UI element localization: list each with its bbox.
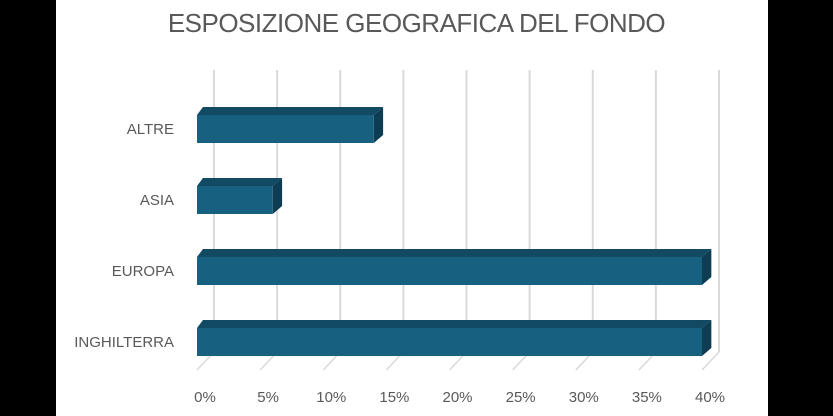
bar-europa <box>197 249 712 285</box>
x-tick-label: 35% <box>632 389 662 406</box>
y-category-label: ALTRE <box>127 121 174 138</box>
x-tick-label: 30% <box>569 389 599 406</box>
x-tick-label: 40% <box>695 389 725 406</box>
x-tick-label: 10% <box>316 389 346 406</box>
bar-altre <box>197 107 384 143</box>
y-category-label: EUROPA <box>112 263 174 280</box>
x-tick-label: 20% <box>442 389 472 406</box>
chart-title: ESPOSIZIONE GEOGRAFICA DEL FONDO <box>167 8 666 38</box>
x-tick-label: 15% <box>379 389 409 406</box>
x-tick-label: 5% <box>257 389 279 406</box>
bar-asia <box>197 178 283 214</box>
x-tick-label: 25% <box>506 389 536 406</box>
y-category-label: ASIA <box>140 192 174 209</box>
floor-gridline <box>701 351 720 371</box>
y-category-label: INGHILTERRA <box>74 334 174 351</box>
x-tick-label: 0% <box>194 389 216 406</box>
bar-inghilterra <box>197 320 712 356</box>
